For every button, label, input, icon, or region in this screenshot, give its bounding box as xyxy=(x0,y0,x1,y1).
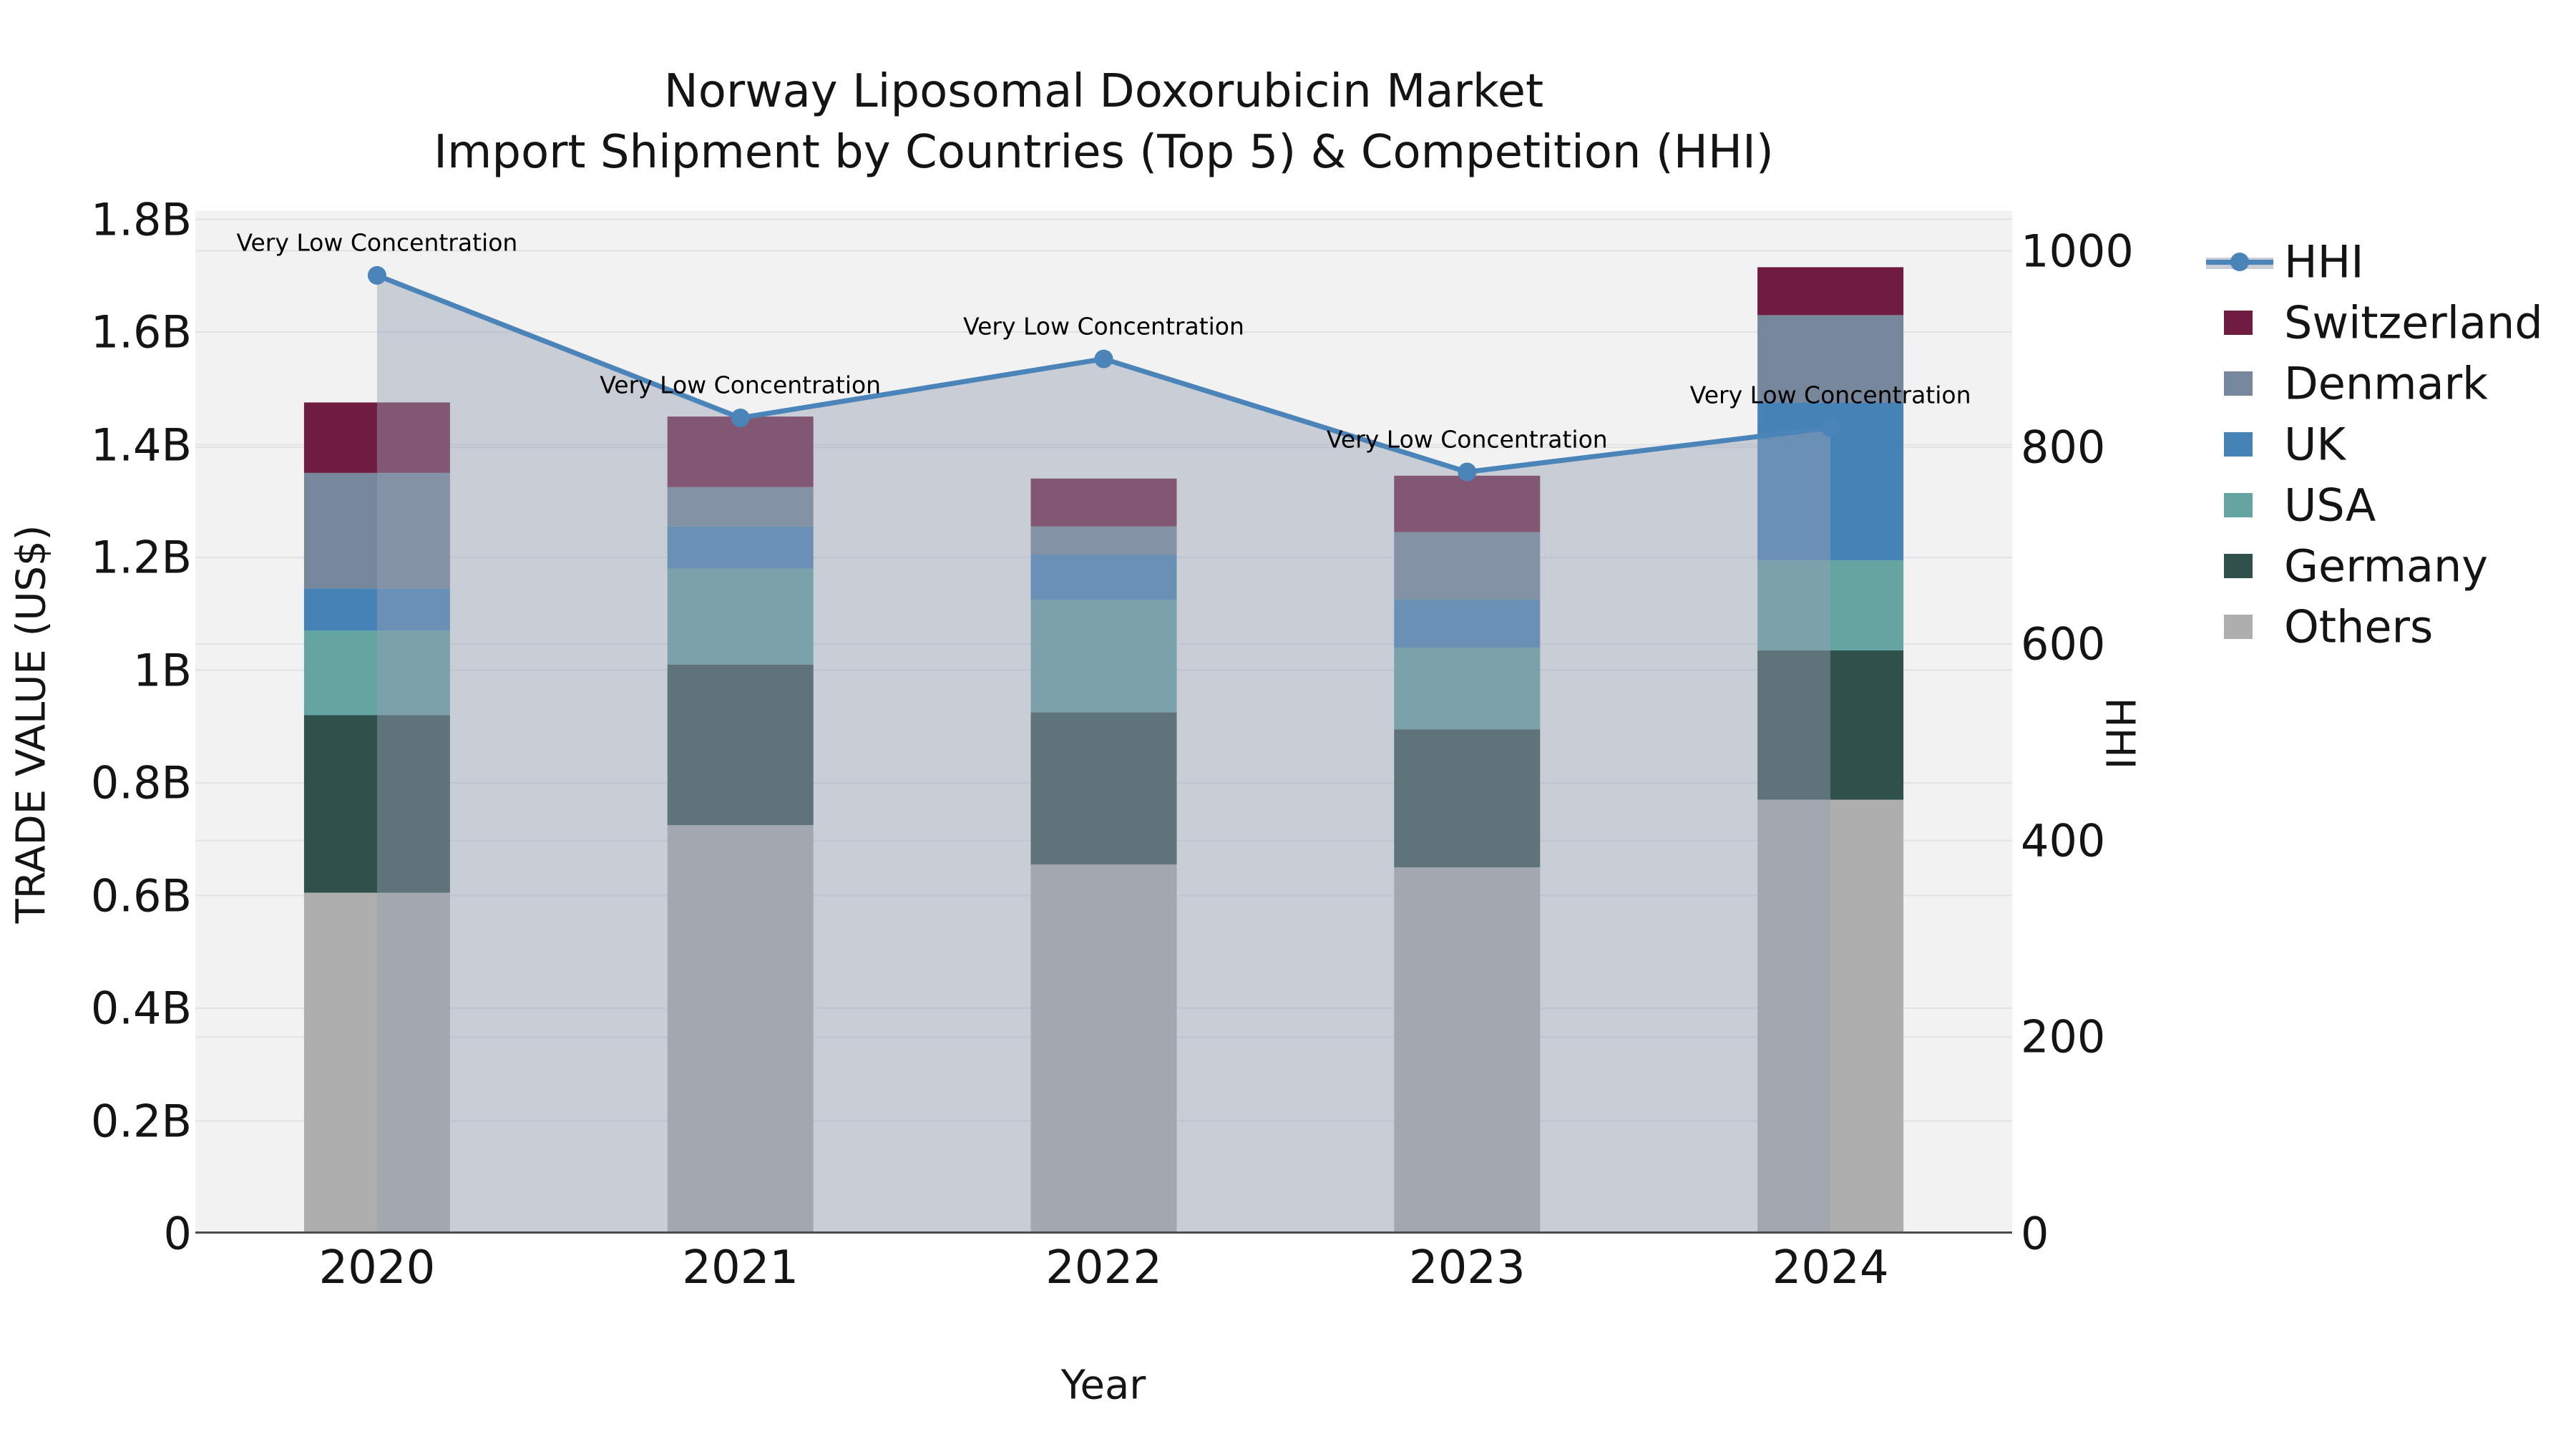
y-left-tick-label: 0.6B xyxy=(90,869,192,922)
chart-title: Norway Liposomal Doxorubicin Market Impo… xyxy=(195,62,2012,183)
legend-swatch-uk xyxy=(2224,432,2253,457)
bar-segment-denmark-2023 xyxy=(1394,532,1541,600)
bar-segment-switzerland-2023 xyxy=(1394,475,1541,532)
legend-label-usa: USA xyxy=(2284,479,2376,532)
chart-canvas xyxy=(195,218,2012,1234)
hhi-marker-2022 xyxy=(1094,349,1113,369)
y-axis-left-label: TRADE VALUE (US$) xyxy=(8,525,55,924)
y-left-tick-label: 1.2B xyxy=(90,531,192,584)
hhi-area-fill xyxy=(376,275,1831,1234)
legend-swatch-denmark xyxy=(2224,371,2253,396)
bar-segment-germany-2022 xyxy=(1030,712,1177,865)
bar-segment-usa-2023 xyxy=(1394,648,1541,730)
bar-segment-germany-2024 xyxy=(1757,650,1904,800)
legend-label-switzerland: Switzerland xyxy=(2284,296,2543,349)
bar-segment-germany-2021 xyxy=(667,664,814,826)
x-tick-label-2024: 2024 xyxy=(1772,1241,1889,1294)
bar-segment-uk-2021 xyxy=(667,526,814,569)
bar-segment-usa-2024 xyxy=(1757,560,1904,650)
legend-label-uk: UK xyxy=(2284,418,2346,471)
bar-segment-germany-2023 xyxy=(1394,729,1541,868)
legend-item-uk: UK xyxy=(2204,418,2576,471)
legend-item-usa: USA xyxy=(2204,479,2576,532)
y-right-tick-label: 600 xyxy=(2021,618,2106,670)
y-left-tick-label: 1.6B xyxy=(90,306,192,358)
plot-area xyxy=(195,211,2012,1234)
hhi-marker-2024 xyxy=(1821,418,1840,437)
legend-item-switzerland: Switzerland xyxy=(2204,296,2576,349)
legend-item-denmark: Denmark xyxy=(2204,357,2576,410)
bar-segment-denmark-2022 xyxy=(1030,526,1177,555)
bar-segment-uk-2020 xyxy=(303,588,450,631)
bar-segment-denmark-2024 xyxy=(1757,315,1904,403)
legend-swatch-switzerland xyxy=(2224,311,2253,335)
y-axis-right-label: HHI xyxy=(2096,697,2143,770)
y-right-tick-label: 400 xyxy=(2021,814,2106,867)
bar-segment-usa-2020 xyxy=(303,630,450,716)
hhi-marker-2021 xyxy=(731,408,750,427)
legend-label-others: Others xyxy=(2284,600,2434,653)
bar-segment-usa-2022 xyxy=(1030,600,1177,713)
legend-item-germany: Germany xyxy=(2204,540,2576,592)
bar-segment-switzerland-2020 xyxy=(303,402,450,473)
legend-swatch-usa xyxy=(2224,493,2253,517)
chart-title-line1: Norway Liposomal Doxorubicin Market xyxy=(663,65,1544,118)
y-left-tick-label: 0.8B xyxy=(90,756,192,809)
bar-segment-others-2022 xyxy=(1030,864,1177,1234)
y-left-tick-label: 1.8B xyxy=(90,193,192,245)
x-tick-label-2020: 2020 xyxy=(318,1241,436,1294)
hhi-annotation-2022: Very Low Concentration xyxy=(963,312,1244,341)
bar-segment-switzerland-2024 xyxy=(1757,267,1904,316)
hhi-marker-2020 xyxy=(367,265,386,285)
hhi-legend-symbol xyxy=(2206,250,2273,274)
bar-segment-others-2020 xyxy=(303,892,450,1234)
y-left-tick-label: 0 xyxy=(163,1207,192,1260)
hhi-annotation-2020: Very Low Concentration xyxy=(236,228,518,257)
hhi-annotation-2021: Very Low Concentration xyxy=(600,371,882,399)
legend-swatch-germany xyxy=(2224,554,2253,578)
bar-segment-denmark-2021 xyxy=(667,487,814,527)
y-right-tick-label: 800 xyxy=(2021,421,2106,474)
bar-segment-usa-2021 xyxy=(667,568,814,665)
legend-item-others: Others xyxy=(2204,600,2576,653)
chart-title-line2: Import Shipment by Countries (Top 5) & C… xyxy=(434,126,1774,179)
legend-label-hhi: HHI xyxy=(2284,235,2364,288)
y-left-tick-label: 1B xyxy=(133,644,192,696)
y-right-tick-label: 200 xyxy=(2021,1010,2106,1063)
bar-segment-switzerland-2021 xyxy=(667,416,814,487)
bar-segment-germany-2020 xyxy=(303,715,450,893)
y-right-tick-label: 1000 xyxy=(2021,225,2134,277)
hhi-marker-2023 xyxy=(1458,462,1477,482)
hhi-annotation-2023: Very Low Concentration xyxy=(1326,425,1608,454)
y-left-tick-label: 1.4B xyxy=(90,419,192,471)
x-axis-label: Year xyxy=(1060,1362,1146,1409)
y-left-tick-label: 0.2B xyxy=(90,1095,192,1147)
bar-segment-others-2024 xyxy=(1757,799,1904,1234)
bar-segment-others-2023 xyxy=(1394,867,1541,1234)
x-tick-label-2023: 2023 xyxy=(1408,1241,1526,1294)
y-left-tick-label: 0.4B xyxy=(90,982,192,1035)
x-tick-label-2021: 2021 xyxy=(682,1241,799,1294)
x-tick-label-2022: 2022 xyxy=(1045,1241,1162,1294)
legend-label-germany: Germany xyxy=(2284,540,2488,592)
bar-segment-others-2021 xyxy=(667,825,814,1234)
bar-segment-denmark-2020 xyxy=(303,472,450,589)
legend-label-denmark: Denmark xyxy=(2284,357,2488,410)
hhi-marker-swatch xyxy=(2230,253,2249,271)
hhi-annotation-2024: Very Low Concentration xyxy=(1689,381,1971,409)
bar-segment-uk-2023 xyxy=(1394,600,1541,648)
bar-segment-switzerland-2022 xyxy=(1030,478,1177,527)
legend-item-hhi: HHI xyxy=(2204,235,2576,288)
bar-segment-uk-2022 xyxy=(1030,555,1177,600)
legend-swatch-others xyxy=(2224,615,2253,639)
y-right-tick-label: 0 xyxy=(2021,1207,2049,1260)
